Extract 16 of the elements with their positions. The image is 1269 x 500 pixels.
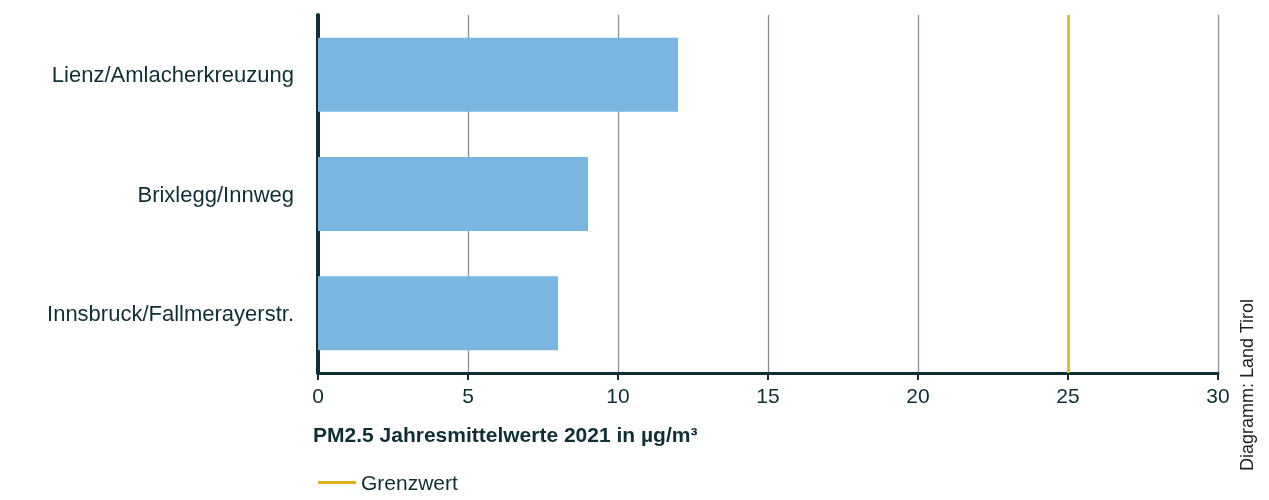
x-tick-label: 15 [756, 384, 780, 407]
x-tick-label: 20 [906, 384, 930, 407]
bar [318, 276, 558, 351]
bar [318, 157, 588, 231]
y-tick-label: Brixlegg/Innweg [137, 181, 294, 207]
x-tick-label: 0 [312, 384, 324, 407]
x-tick-label: 5 [462, 384, 474, 407]
y-tick-label: Lienz/Amlacherkreuzung [51, 62, 294, 88]
x-tick-label: 10 [606, 384, 630, 407]
text: Diagramm: Land Tirol [1237, 298, 1257, 472]
y-tick-label: Innsbruck/Fallmerayerstr. [47, 300, 294, 326]
x-tick-label: 30 [1206, 384, 1230, 407]
legend-label: Grenzwert [361, 471, 459, 494]
x-tick-label: 25 [1056, 384, 1080, 407]
bar [318, 37, 678, 112]
x-axis-title: PM2.5 Jahresmittelwerte 2021 in µg/m³ [313, 423, 698, 446]
